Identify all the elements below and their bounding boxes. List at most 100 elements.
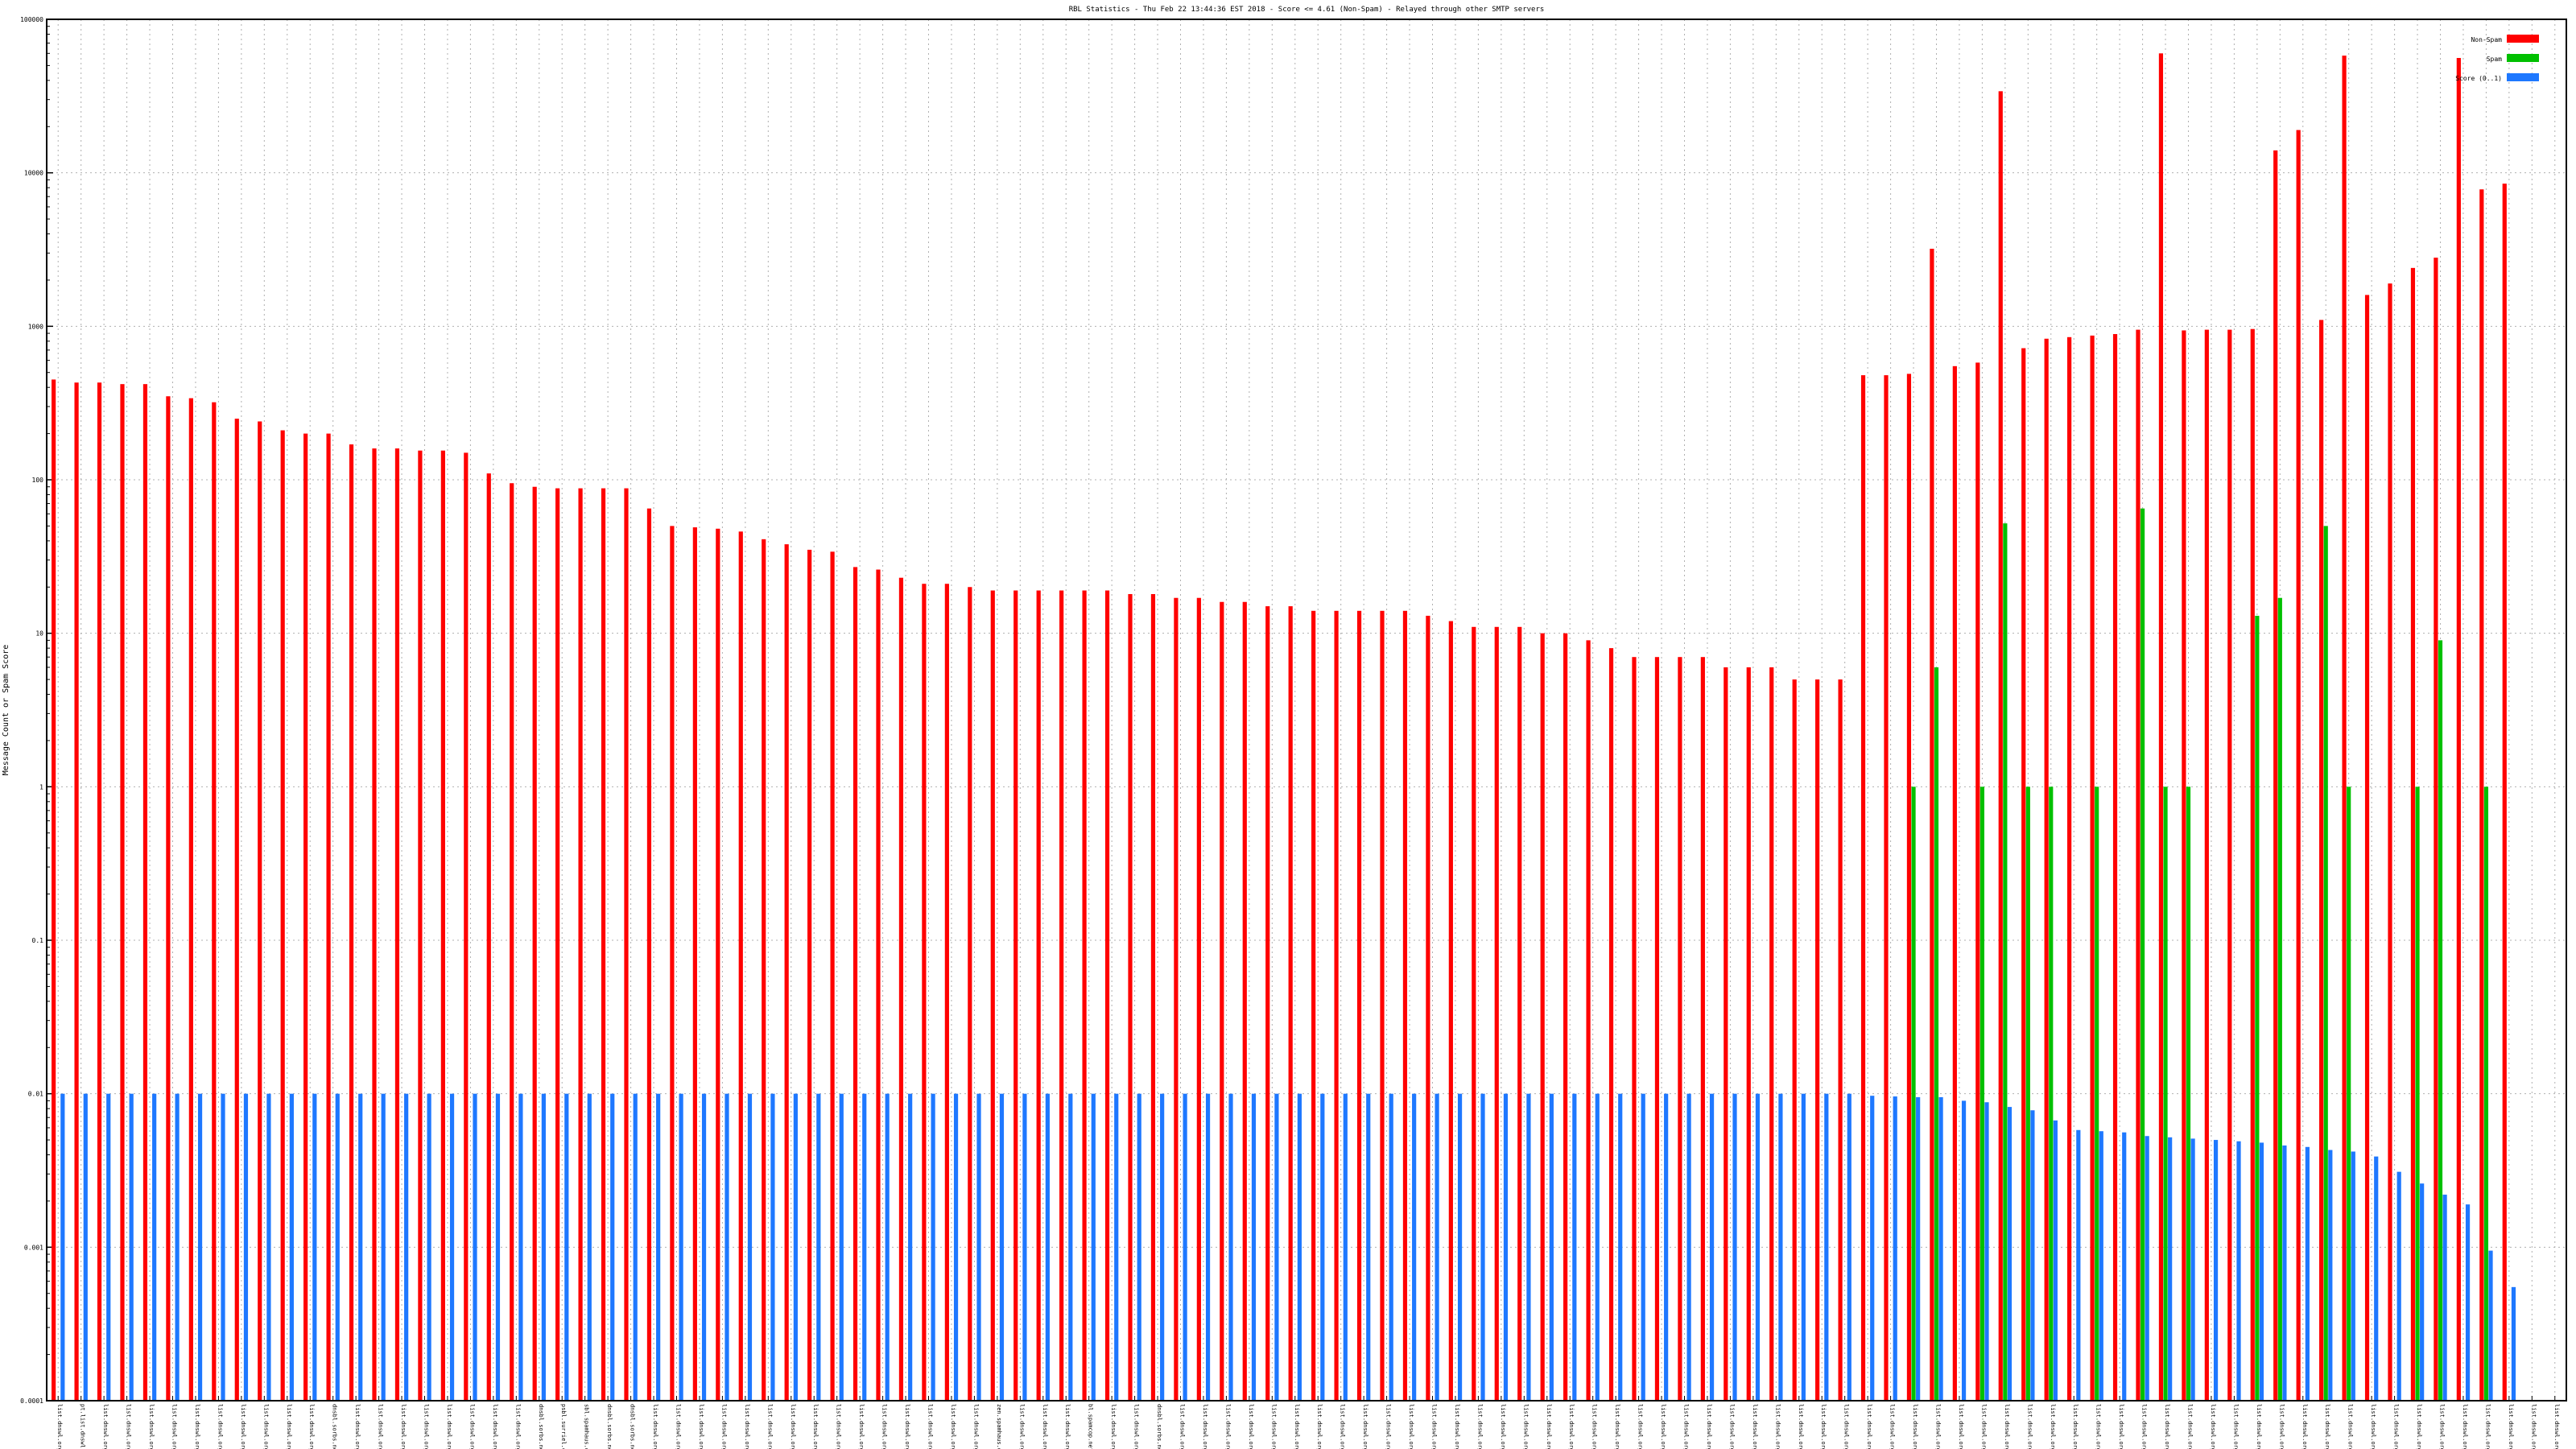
bar-score-0-1- <box>953 1093 959 1401</box>
bar-score-0-1- <box>358 1093 363 1401</box>
bar-score-0-1- <box>633 1093 638 1401</box>
x-tick-label: list.dnswl.org 1 hop <box>1660 1404 1666 1449</box>
x-tick-label: list.dnswl.org 5 hops <box>2256 1404 2262 1449</box>
bar-score-0-1- <box>197 1093 203 1401</box>
x-tick-label: psbl.surriel.com 4 hops <box>560 1404 567 1449</box>
x-tick-label: list.dnswl.org 1 hop <box>698 1404 704 1449</box>
bar-score-0-1- <box>1801 1093 1806 1401</box>
bar-score-0-1- <box>2488 1250 2493 1401</box>
legend-label: Spam <box>2487 56 2502 63</box>
bar-score-0-1- <box>1228 1093 1233 1401</box>
x-tick-label: list.dnswl.org 5 hops <box>2095 1404 2102 1449</box>
bar-score-0-1- <box>1251 1093 1257 1401</box>
x-tick-label: list.dnswl.org 3 hops <box>1774 1404 1781 1449</box>
bar-non-spam <box>1608 648 1614 1401</box>
bar-non-spam <box>2456 58 2461 1401</box>
bar-score-0-1- <box>908 1093 913 1401</box>
bar-non-spam <box>2388 283 2392 1401</box>
bar-score-0-1- <box>1480 1093 1485 1401</box>
bar-score-0-1- <box>2305 1146 2310 1401</box>
bar-spam <box>2163 786 2168 1401</box>
x-tick-label: list.dnswl.org 5 hops <box>2004 1404 2010 1449</box>
bar-non-spam <box>1815 679 1820 1401</box>
bar-non-spam <box>326 433 331 1401</box>
bar-score-0-1- <box>495 1093 501 1401</box>
x-tick-label: bl.spamcop.net 2 hops <box>1088 1404 1094 1449</box>
x-tick-label: list.dnswl.org 2 hops <box>1133 1404 1140 1449</box>
bar-non-spam <box>2479 189 2484 1402</box>
bar-non-spam <box>1356 610 1362 1401</box>
bar-non-spam <box>1036 590 1041 1401</box>
bar-score-0-1- <box>2374 1156 2379 1401</box>
bar-non-spam <box>2136 329 2140 1401</box>
x-tick-label: list.dnswl.org 3 hops <box>514 1404 521 1449</box>
bar-score-0-1- <box>2328 1150 2333 1401</box>
x-tick-label: dnsbl.sorbs.net 4 hops <box>630 1404 636 1449</box>
bar-non-spam <box>234 419 239 1401</box>
bar-non-spam <box>2112 333 2118 1402</box>
bar-score-0-1- <box>1435 1093 1439 1401</box>
bar-non-spam <box>1448 621 1453 1401</box>
x-tick-label: list.dnswl.org 1 hop <box>1064 1404 1071 1449</box>
bar-spam <box>2025 786 2030 1401</box>
bar-score-0-1- <box>152 1093 157 1401</box>
x-tick-label: list.dnswl.org 5 hops <box>2393 1404 2400 1449</box>
x-tick-label: list.dnswl.org 4 hops <box>194 1404 200 1449</box>
bar-score-0-1- <box>1091 1093 1096 1401</box>
bar-score-0-1- <box>1526 1093 1531 1401</box>
bar-non-spam <box>166 396 171 1401</box>
bar-score-0-1- <box>1183 1093 1187 1401</box>
legend-swatch <box>2507 54 2539 62</box>
x-tick-label: list.dnswl.org 4 hops <box>1889 1404 1896 1449</box>
bar-non-spam <box>1952 365 1957 1401</box>
bar-non-spam <box>1104 590 1110 1401</box>
bar-score-0-1- <box>1778 1093 1783 1401</box>
bar-non-spam <box>2296 130 2301 1402</box>
x-tick-label: list.dnswl.org 1 hop <box>675 1404 682 1449</box>
bar-non-spam <box>670 526 675 1401</box>
x-tick-label: list.dnswl.org 5 hops <box>1980 1404 1987 1449</box>
bar-score-0-1- <box>1870 1096 1875 1401</box>
bar-non-spam <box>944 584 949 1401</box>
x-tick-label: list.dnswl.org 5 hops <box>2416 1404 2422 1449</box>
bar-score-0-1- <box>1205 1093 1211 1401</box>
y-tick-label: 1000 <box>28 323 43 330</box>
bar-non-spam <box>1288 606 1293 1401</box>
bar-score-0-1- <box>1664 1093 1669 1401</box>
bar-non-spam <box>922 584 927 1401</box>
x-tick-label: list.dnswl.org 4 hops <box>1248 1404 1254 1449</box>
x-tick-label: list.dnswl.org 4 hops <box>1294 1404 1300 1449</box>
bar-non-spam <box>2502 184 2507 1401</box>
x-tick-label: list.dnswl.org 5 hops <box>2232 1404 2239 1449</box>
bar-score-0-1- <box>449 1093 455 1401</box>
bar-non-spam <box>2250 328 2255 1401</box>
bar-non-spam <box>2067 336 2072 1402</box>
bar-score-0-1- <box>816 1093 821 1401</box>
x-tick-label: list.dnswl.org 7 hops <box>1522 1404 1529 1449</box>
bar-non-spam <box>738 531 743 1402</box>
bar-non-spam <box>1494 626 1499 1401</box>
bar-score-0-1- <box>2236 1141 2241 1401</box>
x-tick-label: list.dnswl.org 6 hops <box>1408 1404 1414 1449</box>
bar-score-0-1- <box>793 1093 798 1401</box>
legend: Non-Spam Spam Score (0..1) <box>2455 35 2539 82</box>
bar-spam <box>1911 786 1916 1401</box>
bar-score-0-1- <box>2259 1142 2264 1401</box>
bar-score-0-1- <box>1343 1093 1348 1401</box>
bar-score-0-1- <box>175 1093 180 1401</box>
y-tick-label: 10 <box>35 630 43 638</box>
bar-score-0-1- <box>2007 1107 2013 1401</box>
bar-non-spam <box>1013 590 1018 1401</box>
bar-non-spam <box>464 452 469 1401</box>
x-tick-label: list.dnswl.org 1 hop <box>720 1404 727 1449</box>
bar-score-0-1- <box>1893 1096 1897 1401</box>
bar-score-0-1- <box>701 1093 707 1401</box>
bar-score-0-1- <box>679 1093 683 1401</box>
x-tick-label: list.dnswl.org 5 hops <box>2462 1404 2468 1449</box>
bar-non-spam <box>2410 267 2416 1401</box>
x-tick-label: list.dnswl.org 3 hops <box>217 1404 223 1449</box>
x-tick-label: zen.spamhaus.org 1 hop <box>996 1404 1002 1449</box>
bar-non-spam <box>1930 249 1934 1401</box>
bar-score-0-1- <box>1938 1096 1943 1401</box>
bar-score-0-1- <box>106 1093 111 1401</box>
